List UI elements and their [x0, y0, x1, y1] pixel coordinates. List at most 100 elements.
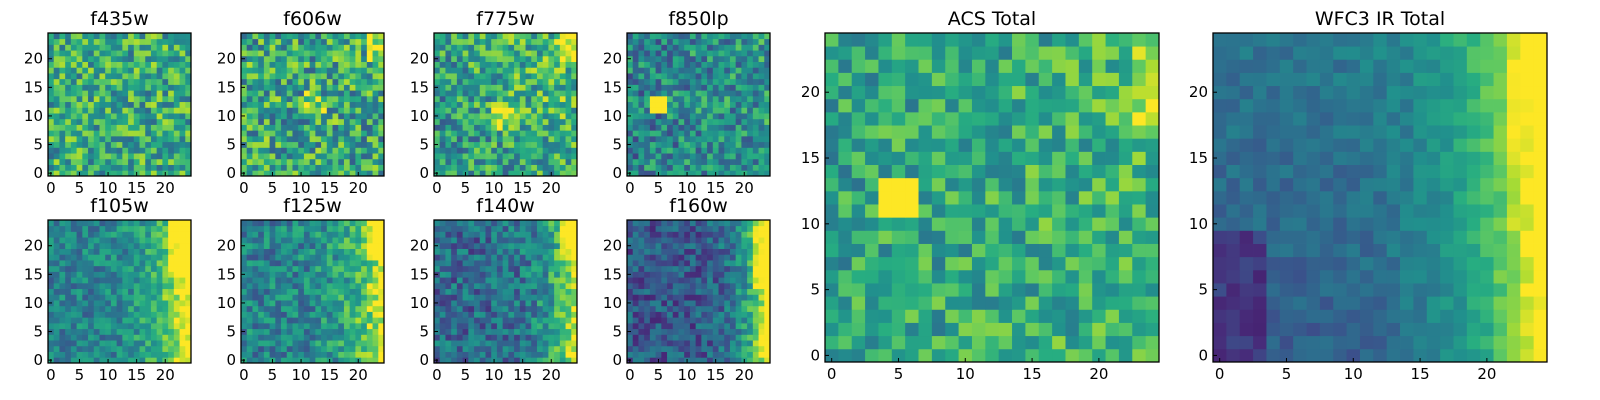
- heatmap-cell: [655, 107, 662, 114]
- heatmap-cell: [462, 67, 469, 74]
- heatmap-cell: [315, 328, 322, 335]
- heatmap-cell: [122, 50, 129, 57]
- heatmap-cell: [689, 147, 697, 154]
- heatmap-cell: [315, 242, 322, 249]
- heatmap-cell: [361, 351, 368, 358]
- heatmap-cell: [724, 78, 731, 85]
- heatmap-cell: [139, 38, 146, 45]
- heatmap-cell: [474, 124, 481, 131]
- heatmap-cell: [649, 164, 656, 171]
- heatmap-cell: [655, 153, 662, 160]
- heatmap-cell: [128, 101, 135, 108]
- heatmap-cell: [689, 101, 697, 108]
- heatmap-cell: [502, 300, 509, 307]
- heatmap-cell: [439, 260, 446, 267]
- heatmap-cell: [53, 225, 60, 232]
- heatmap-cell: [491, 55, 498, 62]
- heatmap-cell: [672, 90, 679, 97]
- y-tick-label: 20: [217, 50, 236, 68]
- heatmap-cell: [338, 328, 345, 335]
- heatmap-cell: [185, 300, 192, 307]
- heatmap-cell: [59, 277, 66, 284]
- heatmap-cell: [139, 220, 146, 227]
- heatmap-cell: [485, 90, 492, 97]
- heatmap-cell: [65, 220, 72, 227]
- heatmap-cell: [309, 101, 316, 108]
- heatmap-cell: [456, 271, 463, 278]
- heatmap-cell: [456, 357, 463, 364]
- y-tick-label: 20: [410, 50, 429, 68]
- heatmap-cell: [638, 141, 645, 148]
- heatmap-cell: [309, 170, 316, 177]
- heatmap-cell: [338, 254, 345, 261]
- heatmap-cell: [59, 231, 66, 238]
- heatmap-cell: [303, 95, 311, 103]
- heatmap-cell: [434, 44, 441, 51]
- heatmap-cell: [644, 38, 651, 45]
- heatmap-cell: [514, 282, 521, 290]
- x-tick-label: 20: [349, 179, 368, 197]
- heatmap-cell: [508, 294, 515, 301]
- heatmap-cell: [321, 50, 328, 57]
- heatmap-cell: [133, 38, 140, 45]
- heatmap-cell: [684, 294, 691, 301]
- axes-frame: [47, 32, 192, 177]
- heatmap-cell: [724, 271, 731, 278]
- heatmap-cell: [559, 254, 566, 261]
- heatmap-cell: [638, 260, 645, 267]
- heatmap-cell: [281, 95, 288, 103]
- heatmap-cell: [53, 124, 60, 131]
- heatmap-cell: [689, 282, 697, 290]
- heatmap-cell: [508, 78, 515, 85]
- heatmap-cell: [315, 231, 322, 238]
- heatmap-cell: [99, 90, 106, 97]
- heatmap-cell: [724, 265, 731, 272]
- heatmap-cell: [718, 300, 725, 307]
- heatmap-cell: [644, 254, 651, 261]
- heatmap-cell: [326, 113, 333, 120]
- heatmap-cell: [638, 164, 645, 171]
- heatmap-cell: [752, 141, 759, 148]
- heatmap-cell: [241, 61, 248, 68]
- heatmap-cell: [649, 107, 656, 114]
- heatmap-cell: [105, 305, 112, 312]
- heatmap-cell: [139, 130, 146, 137]
- heatmap-cell: [468, 260, 475, 267]
- heatmap-cell: [116, 271, 123, 278]
- heatmap-cell: [59, 345, 66, 352]
- heatmap-cell: [70, 153, 77, 160]
- heatmap-cell: [150, 164, 158, 171]
- heatmap-cell: [678, 170, 685, 177]
- heatmap-cell: [145, 322, 152, 330]
- heatmap-cell: [298, 328, 305, 335]
- heatmap-cell: [519, 237, 526, 244]
- heatmap-cell: [252, 317, 259, 324]
- heatmap-cell: [286, 101, 293, 108]
- heatmap-cell: [747, 113, 754, 120]
- heatmap-cell: [315, 113, 322, 120]
- heatmap-cell: [627, 288, 634, 295]
- heatmap-cell: [59, 254, 66, 261]
- heatmap-cell: [275, 50, 282, 57]
- heatmap-cell: [508, 311, 515, 318]
- heatmap-cell: [502, 237, 509, 244]
- heatmap-cell: [185, 271, 192, 278]
- heatmap-cell: [638, 135, 645, 143]
- heatmap-cell: [451, 101, 458, 108]
- heatmap-cell: [695, 265, 702, 272]
- heatmap-cell: [468, 130, 475, 137]
- heatmap-cell: [269, 334, 276, 341]
- heatmap-cell: [252, 294, 259, 301]
- heatmap-cell: [638, 67, 645, 74]
- heatmap-cell: [718, 305, 725, 312]
- heatmap-cell: [309, 73, 316, 80]
- heatmap-cell: [145, 101, 152, 108]
- heatmap-cell: [701, 147, 708, 154]
- heatmap-cell: [502, 113, 509, 120]
- heatmap-cell: [122, 61, 129, 68]
- heatmap-cell: [571, 141, 578, 148]
- y-tick-label: 15: [410, 265, 429, 283]
- heatmap-cell: [462, 153, 469, 160]
- heatmap-cell: [361, 153, 368, 160]
